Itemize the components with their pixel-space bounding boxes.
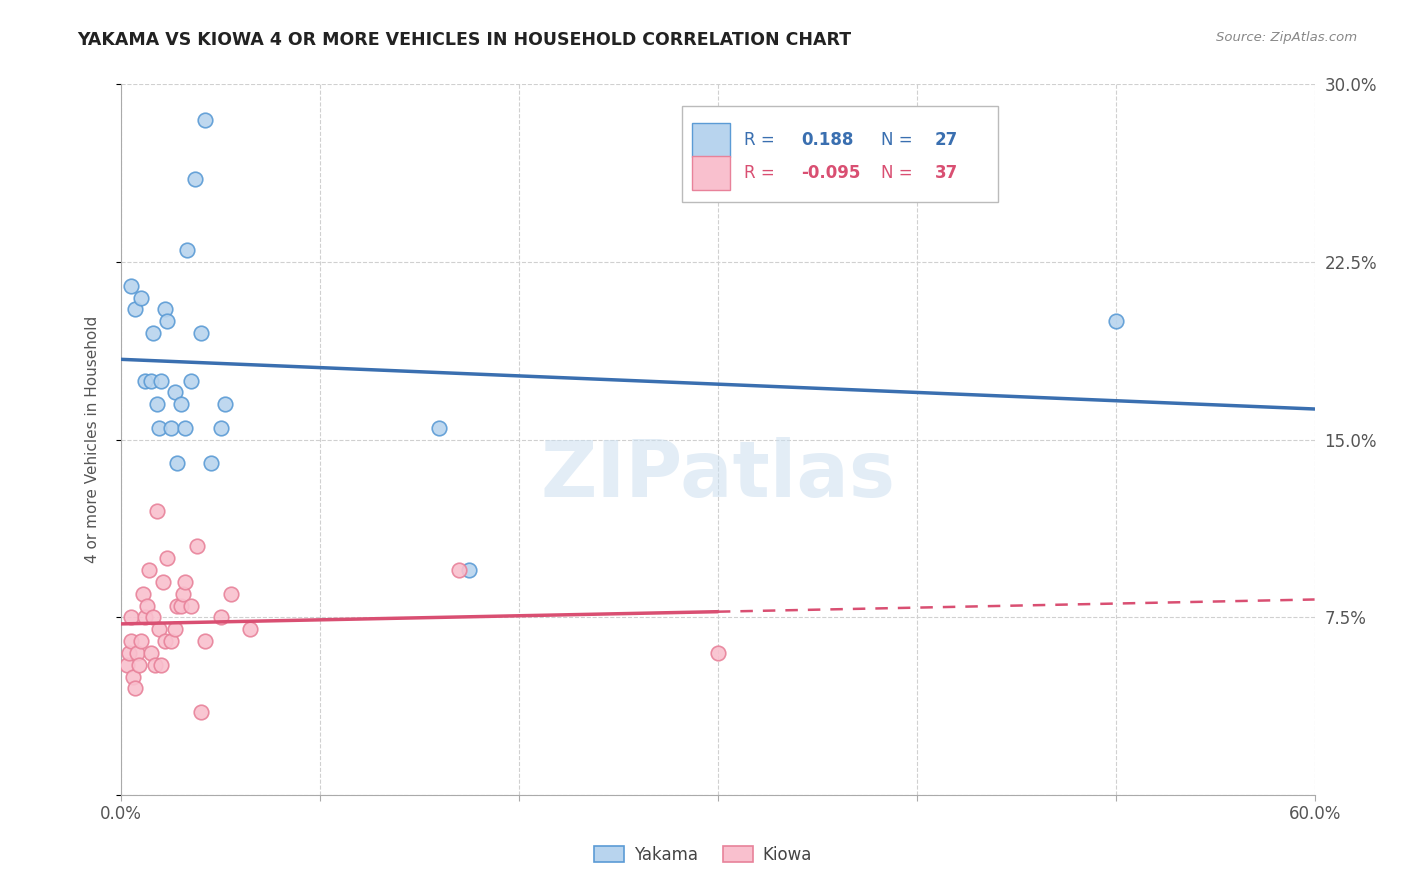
Point	[160, 421, 183, 435]
FancyBboxPatch shape	[692, 123, 730, 157]
Point	[163, 622, 186, 636]
Point	[449, 563, 471, 577]
Point	[180, 374, 202, 388]
Point	[120, 634, 142, 648]
Point	[148, 421, 170, 435]
Point	[239, 622, 262, 636]
Point	[190, 705, 212, 719]
Point	[194, 112, 217, 127]
Point	[139, 374, 162, 388]
Point	[166, 599, 188, 613]
Text: Source: ZipAtlas.com: Source: ZipAtlas.com	[1216, 31, 1357, 45]
Point	[190, 326, 212, 340]
Text: 27: 27	[935, 131, 959, 149]
Point	[183, 172, 205, 186]
Point	[173, 421, 195, 435]
Point	[148, 622, 170, 636]
Point	[120, 610, 142, 624]
Y-axis label: 4 or more Vehicles in Household: 4 or more Vehicles in Household	[86, 316, 100, 564]
Point	[124, 302, 146, 317]
Point	[156, 314, 179, 328]
Point	[173, 574, 195, 589]
Legend: Yakama, Kiowa: Yakama, Kiowa	[588, 839, 818, 871]
Point	[214, 397, 236, 411]
Point	[180, 599, 202, 613]
FancyBboxPatch shape	[692, 156, 730, 190]
Point	[153, 302, 176, 317]
Text: N =: N =	[882, 164, 912, 182]
Point	[160, 634, 183, 648]
Point	[707, 646, 730, 660]
Text: 37: 37	[935, 164, 959, 182]
Point	[200, 457, 222, 471]
Point	[132, 587, 155, 601]
Point	[170, 599, 193, 613]
Point	[136, 599, 159, 613]
Point	[458, 563, 481, 577]
Point	[118, 646, 141, 660]
Point	[219, 587, 242, 601]
Text: -0.095: -0.095	[801, 164, 860, 182]
Point	[146, 504, 169, 518]
Point	[163, 385, 186, 400]
Point	[156, 551, 179, 566]
Point	[122, 670, 145, 684]
Point	[124, 681, 146, 696]
Point	[139, 646, 162, 660]
Point	[138, 563, 160, 577]
Point	[142, 326, 165, 340]
Point	[209, 610, 232, 624]
Point	[149, 657, 172, 672]
Text: N =: N =	[882, 131, 912, 149]
Point	[146, 397, 169, 411]
Point	[153, 634, 176, 648]
Point	[186, 539, 208, 553]
Point	[176, 244, 198, 258]
Point	[134, 374, 156, 388]
Point	[429, 421, 451, 435]
Point	[129, 291, 152, 305]
Point	[134, 610, 156, 624]
Point	[172, 587, 194, 601]
Point	[209, 421, 232, 435]
Point	[149, 374, 172, 388]
Point	[170, 397, 193, 411]
Text: R =: R =	[744, 164, 775, 182]
Point	[1105, 314, 1128, 328]
Point	[166, 457, 188, 471]
Point	[194, 634, 217, 648]
Point	[129, 634, 152, 648]
Point	[120, 278, 142, 293]
Text: R =: R =	[744, 131, 775, 149]
Text: 0.188: 0.188	[801, 131, 853, 149]
FancyBboxPatch shape	[682, 106, 998, 202]
Point	[143, 657, 166, 672]
Point	[142, 610, 165, 624]
Text: ZIPatlas: ZIPatlas	[540, 437, 896, 513]
Point	[152, 574, 174, 589]
Point	[115, 657, 138, 672]
Point	[128, 657, 150, 672]
Point	[125, 646, 148, 660]
Text: YAKAMA VS KIOWA 4 OR MORE VEHICLES IN HOUSEHOLD CORRELATION CHART: YAKAMA VS KIOWA 4 OR MORE VEHICLES IN HO…	[77, 31, 852, 49]
